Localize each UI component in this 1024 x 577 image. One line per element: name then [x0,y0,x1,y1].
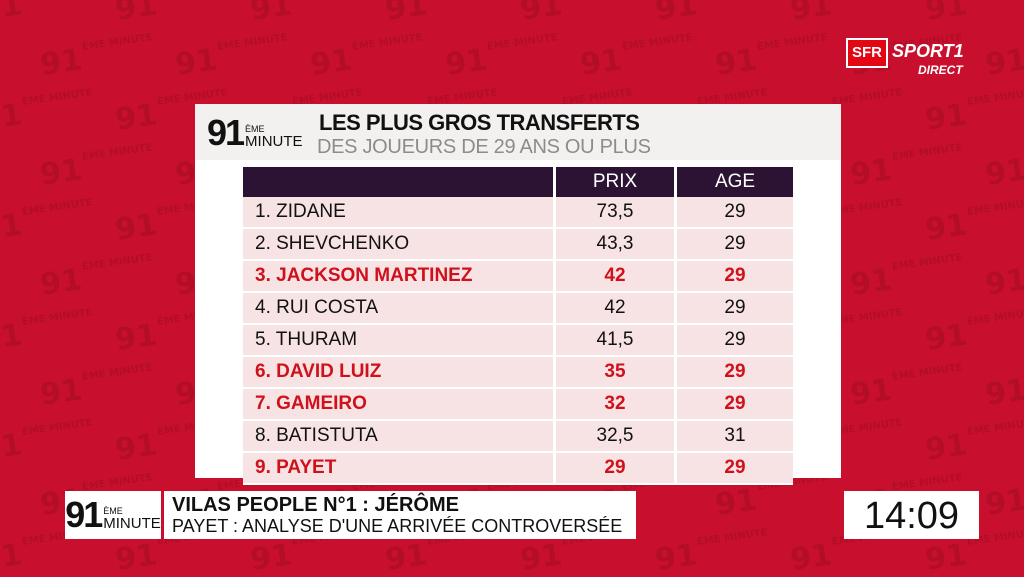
watermark-logo: 91ÈME MINUTE [923,307,1024,358]
watermark-logo: 91ÈME MINUTE [848,142,964,193]
watermark-logo: 91ÈME MINUTE [848,362,964,413]
watermark-logo: 91ÈME MINUTE [0,0,25,28]
player-age: 29 [674,357,793,389]
player-age: 29 [674,261,793,293]
watermark-logo: 91ÈME MINUTE [788,0,835,28]
watermark-logo: 91ÈME MINUTE [653,0,700,28]
watermark-logo: 91ÈME MINUTE [578,32,694,83]
table-row: 3. JACKSON MARTINEZ 42 29 [243,261,793,293]
watermark-logo: 91ÈME MINUTE [983,262,1024,303]
table-row: 6. DAVID LUIZ 35 29 [243,357,793,389]
player-age: 29 [674,389,793,421]
watermark-logo: 91ÈME MINUTE [923,87,1024,138]
watermark-logo: 91ÈME MINUTE [38,32,154,83]
lower-third-logo-minute: MINUTE [103,515,161,532]
watermark-logo: 91ÈME MINUTE [983,152,1024,193]
player-name: 2. SHEVCHENKO [243,229,553,261]
table-row: 9. PAYET 29 29 [243,453,793,485]
watermark-logo: 91ÈME MINUTE [443,32,559,83]
transfer-price: 43,3 [553,229,674,261]
transfer-price: 29 [553,453,674,485]
watermark-logo: 91ÈME MINUTE [713,32,829,83]
transfer-price: 42 [553,293,674,325]
table-row: 5. THURAM 41,5 29 [243,325,793,357]
watermark-logo: 91ÈME MINUTE [923,417,1024,468]
player-name: 9. PAYET [243,453,553,485]
transfer-price: 42 [553,261,674,293]
player-age: 29 [674,325,793,357]
table-header-row: PRIX AGE [243,167,793,197]
transfer-price: 73,5 [553,197,674,229]
player-age: 29 [674,197,793,229]
player-name: 3. JACKSON MARTINEZ [243,261,553,293]
watermark-logo: 91ÈME MINUTE [0,417,94,468]
lower-third-logo-number: 91 [65,494,103,535]
show-logo: 91 ÈME MINUTE [207,112,303,153]
lower-third-caption: VILAS PEOPLE N°1 : JÉRÔME PAYET : ANALYS… [164,491,636,539]
channel-logo: SFR SPORT1 DIRECT [846,38,974,80]
watermark-logo: 91ÈME MINUTE [923,197,1024,248]
sport1-logo-text: SPORT1 [892,41,964,61]
caption-subline: PAYET : ANALYSE D'UNE ARRIVÉE CONTROVERS… [172,516,623,536]
panel-subtitle: DES JOUEURS DE 29 ANS OU PLUS [317,136,651,158]
transfers-panel: 91 ÈME MINUTE LES PLUS GROS TRANSFERTS D… [195,104,841,485]
transfer-price: 32,5 [553,421,674,453]
player-name: 8. BATISTUTA [243,421,553,453]
show-logo-minute: MINUTE [245,133,303,150]
show-logo-eme: ÈME [245,124,265,134]
lower-third-logo-eme: ÈME [103,506,123,516]
player-name: 1. ZIDANE [243,197,553,229]
watermark-logo: 91ÈME MINUTE [248,0,295,28]
lower-third-logo: 91 ÈME MINUTE [65,491,161,539]
sfr-logo-text: SFR [846,38,888,68]
watermark-logo: 91ÈME MINUTE [518,0,565,28]
watermark-logo: 91ÈME MINUTE [983,482,1024,523]
table-row: 1. ZIDANE 73,5 29 [243,197,793,229]
watermark-logo: 91ÈME MINUTE [653,527,769,577]
column-header-prix: PRIX [553,167,674,197]
watermark-logo: 91ÈME MINUTE [983,42,1024,83]
player-name: 7. GAMEIRO [243,389,553,421]
watermark-logo: 91ÈME MINUTE [848,252,964,303]
panel-title: LES PLUS GROS TRANSFERTS [319,110,640,135]
player-name: 5. THURAM [243,325,553,357]
player-age: 29 [674,293,793,325]
player-age: 31 [674,421,793,453]
show-logo-number: 91 [207,112,245,153]
table-row: 4. RUI COSTA 42 29 [243,293,793,325]
watermark-logo: 91ÈME MINUTE [0,307,94,358]
table-row: 7. GAMEIRO 32 29 [243,389,793,421]
table-row: 8. BATISTUTA 32,5 31 [243,421,793,453]
column-header-age: AGE [674,167,793,197]
player-age: 29 [674,229,793,261]
watermark-logo: 91ÈME MINUTE [38,142,154,193]
watermark-logo: 91ÈME MINUTE [0,197,94,248]
player-name: 6. DAVID LUIZ [243,357,553,389]
transfers-table: PRIX AGE 1. ZIDANE 73,5 29 2. SHEVCHENKO 43,… [243,167,793,485]
player-age: 29 [674,453,793,485]
transfer-price: 35 [553,357,674,389]
watermark-logo: 91ÈME MINUTE [38,362,154,413]
watermark-logo: 91ÈME MINUTE [0,87,94,138]
live-label: DIRECT [918,63,963,77]
watermark-logo: 91ÈME MINUTE [113,0,160,28]
caption-headline: VILAS PEOPLE N°1 : JÉRÔME [172,494,459,516]
panel-header: 91 ÈME MINUTE LES PLUS GROS TRANSFERTS D… [195,104,841,160]
column-header-name [243,167,553,197]
watermark-logo: 91ÈME MINUTE [383,0,430,28]
table-row: 2. SHEVCHENKO 43,3 29 [243,229,793,261]
watermark-logo: 91ÈME MINUTE [923,0,970,28]
watermark-logo: 91ÈME MINUTE [983,372,1024,413]
watermark-logo: 91ÈME MINUTE [308,32,424,83]
watermark-logo: 91ÈME MINUTE [173,32,289,83]
watermark-logo: 91ÈME MINUTE [38,252,154,303]
transfer-price: 41,5 [553,325,674,357]
clock-display: 14:09 [844,491,979,539]
transfer-price: 32 [553,389,674,421]
player-name: 4. RUI COSTA [243,293,553,325]
